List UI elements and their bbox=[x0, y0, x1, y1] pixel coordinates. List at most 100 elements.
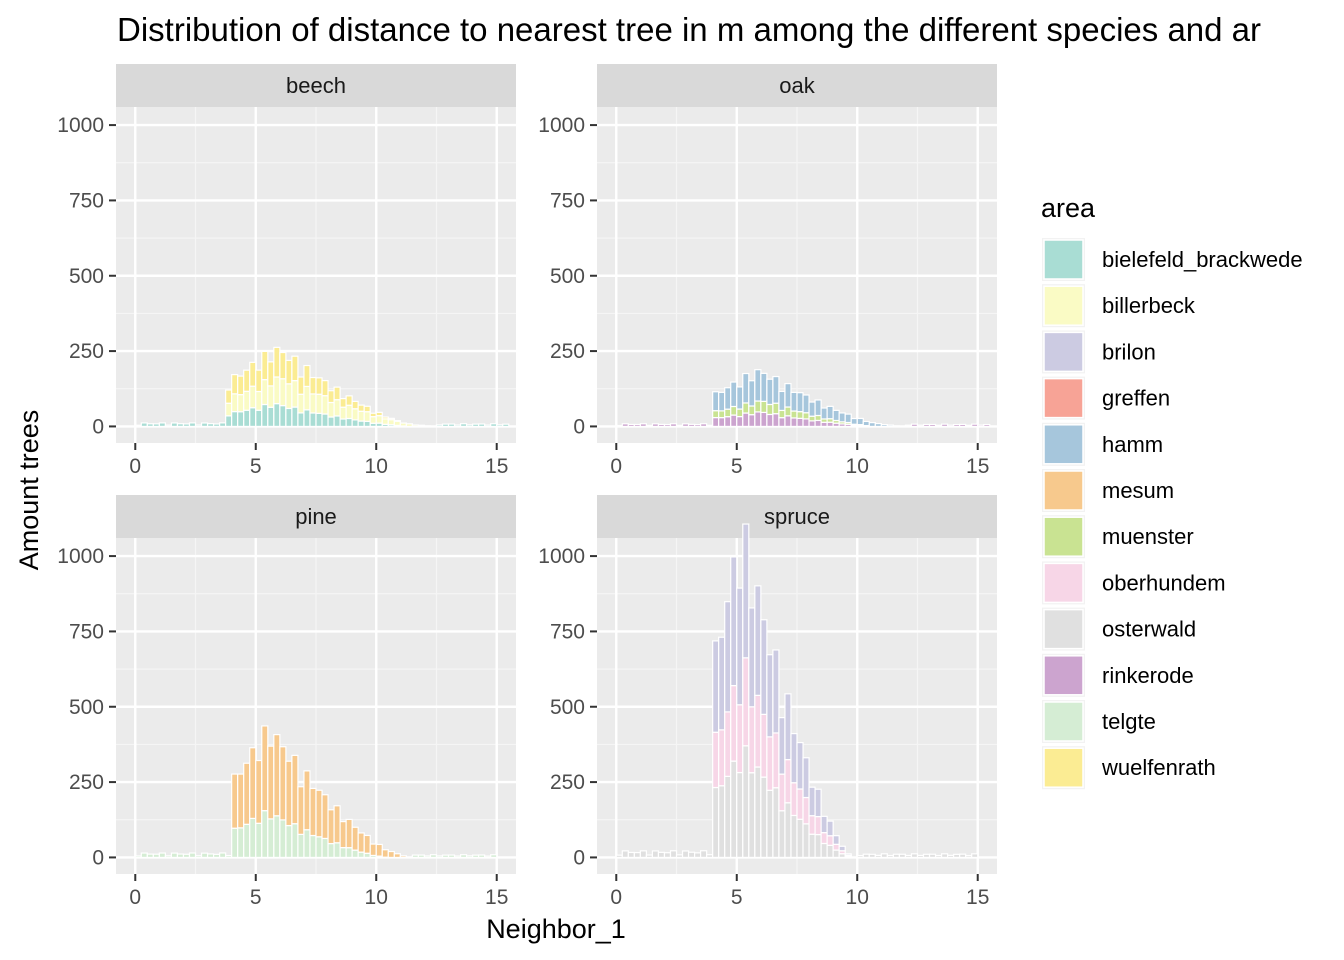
bar-osterwald bbox=[802, 823, 810, 859]
bar-tail bbox=[188, 852, 197, 859]
bar-tail bbox=[928, 853, 937, 859]
bar-osterwald bbox=[760, 776, 768, 859]
bar-tail bbox=[146, 853, 154, 859]
bar-oberhundem bbox=[724, 711, 732, 777]
bar-hamm bbox=[850, 417, 858, 425]
bar-brilon bbox=[832, 835, 840, 845]
legend-label: telgte bbox=[1102, 709, 1156, 734]
legend-label: hamm bbox=[1102, 432, 1163, 457]
bar-billerbeck bbox=[261, 379, 269, 406]
bar-tail bbox=[633, 423, 641, 428]
legend-swatch bbox=[1043, 239, 1084, 280]
bar-telgte bbox=[237, 827, 245, 859]
bar-tail bbox=[687, 851, 696, 859]
bar-tail bbox=[965, 424, 973, 428]
bar-tail bbox=[484, 424, 492, 428]
histogram-bars bbox=[134, 346, 510, 428]
bar-billerbeck bbox=[333, 399, 341, 417]
legend-item-osterwald: osterwald bbox=[1042, 607, 1196, 651]
bar-muenster bbox=[736, 408, 744, 418]
bar-tail bbox=[687, 423, 696, 428]
bar-muenster bbox=[730, 405, 738, 416]
bar-tail bbox=[478, 854, 486, 859]
bar-brilon bbox=[754, 585, 762, 696]
bar-mesum bbox=[291, 754, 299, 825]
bar-tail bbox=[651, 850, 660, 859]
x-tick-label: 0 bbox=[610, 455, 622, 478]
bar-bielefeld_brackwede bbox=[333, 415, 341, 428]
bar-billerbeck bbox=[321, 395, 329, 415]
bar-bielefeld_brackwede bbox=[351, 419, 359, 428]
bar-hamm bbox=[736, 386, 744, 410]
y-tick-label: 500 bbox=[550, 696, 585, 719]
bar-oberhundem bbox=[730, 684, 738, 762]
bar-tail bbox=[971, 853, 979, 859]
bar-wuelfenrath bbox=[303, 364, 311, 388]
bar-rinkerode bbox=[766, 413, 774, 428]
legend-swatch bbox=[1043, 608, 1084, 650]
bar-tail bbox=[164, 855, 173, 859]
bar-tail bbox=[868, 853, 876, 859]
bar-bielefeld_brackwede bbox=[231, 410, 239, 428]
y-axis-title: Amount trees bbox=[14, 410, 44, 571]
legend-swatch bbox=[1043, 701, 1084, 742]
x-tick-label: 0 bbox=[129, 886, 141, 909]
legend-swatch bbox=[1043, 747, 1084, 788]
bar-oberhundem bbox=[826, 835, 834, 846]
bar-telgte bbox=[345, 847, 353, 859]
bar-tail bbox=[675, 854, 684, 859]
bar-bielefeld_brackwede bbox=[285, 407, 293, 428]
bar-telgte bbox=[321, 837, 329, 859]
legend-item-bielefeld_brackwede: bielefeld_brackwede bbox=[1042, 238, 1303, 281]
y-tick-label: 0 bbox=[573, 415, 585, 438]
bar-bielefeld_brackwede bbox=[327, 416, 335, 428]
bar-brilon bbox=[742, 523, 750, 659]
bar-tail bbox=[681, 423, 690, 428]
bar-oberhundem bbox=[802, 796, 810, 825]
bar-rinkerode bbox=[826, 421, 834, 428]
bar-mesum bbox=[243, 762, 251, 825]
bar-brilon bbox=[784, 693, 792, 761]
x-tick-label: 5 bbox=[731, 886, 743, 909]
bar-tail bbox=[971, 423, 979, 428]
bar-billerbeck bbox=[243, 390, 251, 411]
bar-tail bbox=[700, 850, 708, 859]
bar-oberhundem bbox=[718, 729, 726, 787]
bar-osterwald bbox=[772, 787, 780, 859]
bar-mesum bbox=[339, 821, 347, 849]
bar-bielefeld_brackwede bbox=[297, 412, 305, 428]
bar-hamm bbox=[868, 422, 876, 428]
bar-brilon bbox=[802, 757, 810, 799]
facet-oak: oak 0 250 500 750 1000 0 5 10 15 bbox=[538, 64, 997, 478]
bar-brilon bbox=[772, 649, 780, 734]
bar-billerbeck bbox=[255, 390, 263, 411]
bar-tail bbox=[447, 854, 456, 859]
bar-billerbeck bbox=[351, 408, 359, 421]
bar-billerbeck bbox=[363, 411, 371, 422]
bar-wuelfenrath bbox=[225, 389, 233, 404]
bar-wuelfenrath bbox=[375, 411, 383, 417]
bar-hamm bbox=[760, 372, 768, 402]
bar-tail bbox=[904, 854, 913, 859]
bar-billerbeck bbox=[231, 393, 239, 413]
bar-rinkerode bbox=[742, 412, 750, 428]
bar-billerbeck bbox=[345, 404, 353, 420]
x-tick-label: 15 bbox=[966, 886, 989, 909]
bar-brilon bbox=[730, 556, 738, 687]
bar-billerbeck bbox=[417, 424, 426, 428]
bar-rinkerode bbox=[808, 420, 816, 428]
bar-rinkerode bbox=[802, 418, 810, 428]
legend-label: muenster bbox=[1102, 524, 1194, 549]
facet-beech: beech 0 250 500 750 1000 0 5 10 15 bbox=[57, 64, 516, 478]
bar-tail bbox=[158, 852, 166, 859]
bar-osterwald bbox=[730, 760, 738, 859]
bar-brilon bbox=[712, 640, 720, 733]
bar-tail bbox=[977, 424, 985, 428]
bar-telgte bbox=[255, 822, 263, 859]
bar-oberhundem bbox=[832, 843, 840, 851]
bar-mesum bbox=[327, 809, 335, 845]
bar-muenster bbox=[802, 412, 810, 420]
bar-bielefeld_brackwede bbox=[225, 415, 233, 428]
x-tick-label: 0 bbox=[129, 455, 141, 478]
